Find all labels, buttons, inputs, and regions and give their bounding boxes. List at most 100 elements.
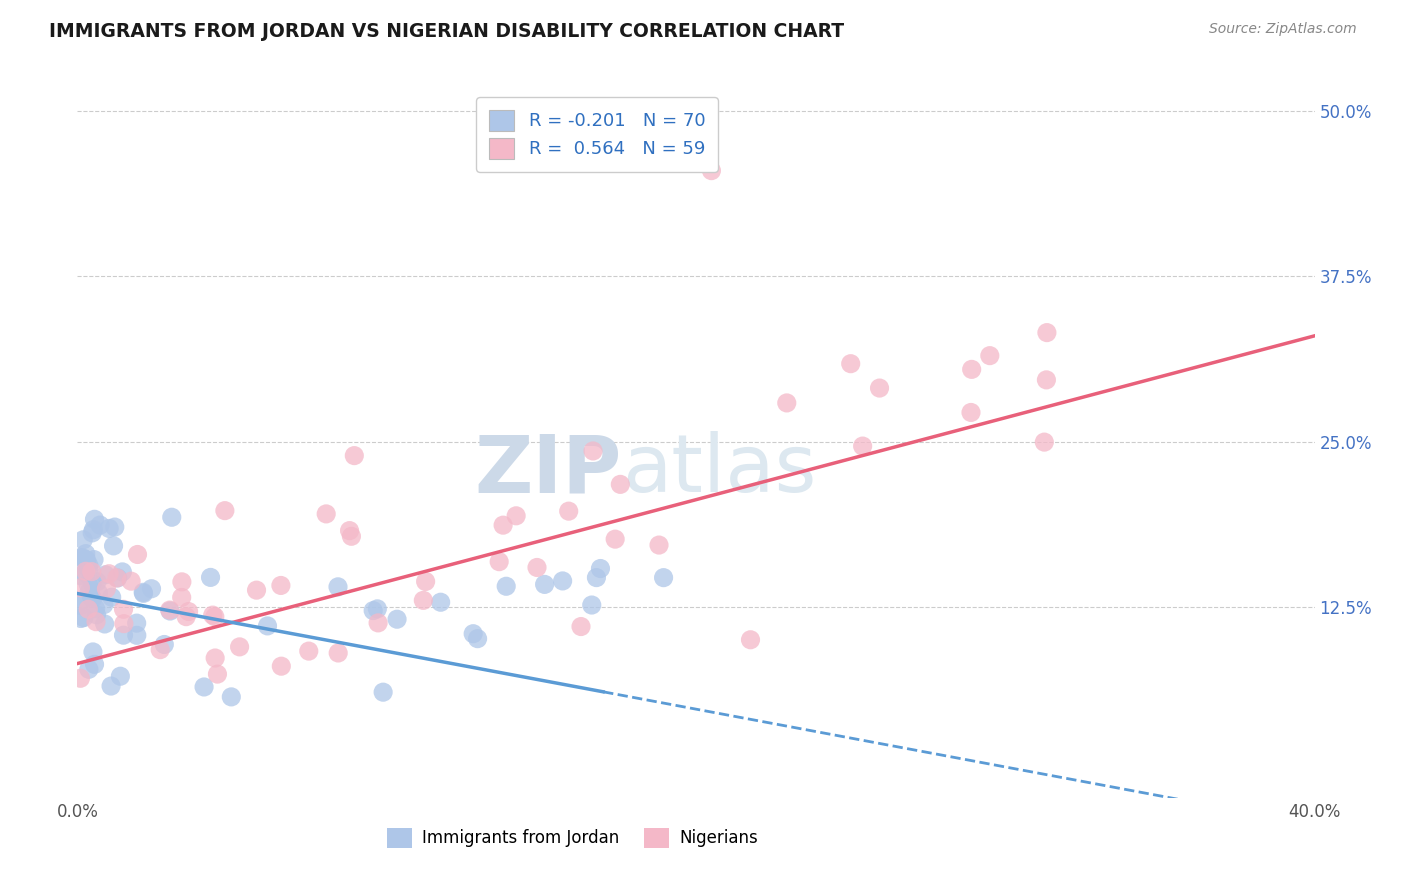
Point (153, 638, 176, 652)
Point (105, 571, 128, 585)
Point (83, 552, 105, 566)
Point (77, 602, 100, 616)
Point (141, 582, 163, 596)
Point (132, 585, 155, 599)
Point (77, 577, 100, 591)
Point (132, 586, 155, 600)
Point (221, 690, 243, 704)
Point (89, 518, 111, 533)
Point (75, 547, 97, 561)
Point (127, 548, 149, 562)
Point (84, 615, 107, 629)
Point (193, 680, 215, 694)
Point (159, 603, 181, 617)
Point (72, 533, 94, 547)
Point (652, 571, 675, 585)
Point (869, 381, 891, 395)
Point (700, 163, 723, 178)
Point (585, 571, 607, 585)
Point (582, 444, 605, 458)
Text: Source: ZipAtlas.com: Source: ZipAtlas.com (1209, 22, 1357, 37)
Point (82, 591, 104, 606)
Point (160, 510, 183, 524)
Point (125, 628, 148, 642)
Point (270, 578, 292, 592)
Point (84, 601, 107, 615)
Point (86, 574, 108, 589)
Point (412, 593, 434, 607)
Point (373, 685, 395, 699)
Point (170, 591, 193, 605)
Text: IMMIGRANTS FROM JORDAN VS NIGERIAN DISABILITY CORRELATION CHART: IMMIGRANTS FROM JORDAN VS NIGERIAN DISAB… (49, 22, 845, 41)
Point (609, 477, 631, 491)
Point (174, 609, 197, 624)
Point (69, 550, 91, 565)
Point (82, 523, 104, 537)
Text: ZIP: ZIP (474, 431, 621, 509)
Point (204, 651, 226, 665)
Point (77, 662, 100, 676)
Point (328, 646, 350, 660)
Point (776, 396, 799, 410)
Point (72, 551, 94, 566)
Point (112, 628, 135, 642)
Point (77, 584, 100, 599)
Point (839, 357, 862, 371)
Point (488, 555, 510, 569)
Point (207, 667, 229, 681)
Point (533, 577, 555, 591)
Point (228, 640, 250, 654)
Point (648, 538, 671, 552)
Point (87, 585, 110, 599)
Point (1036, 326, 1059, 340)
Point (98, 521, 121, 535)
Point (429, 595, 451, 609)
Point (581, 598, 603, 612)
Point (495, 579, 517, 593)
Point (112, 602, 135, 616)
Point (75, 552, 97, 566)
Point (1035, 373, 1057, 387)
Point (80, 590, 103, 604)
Point (852, 439, 875, 453)
Point (214, 503, 236, 517)
Point (83, 512, 105, 526)
Point (98, 566, 121, 581)
Point (256, 619, 278, 633)
Point (103, 539, 125, 553)
Point (76, 553, 98, 567)
Point (204, 609, 226, 624)
Point (75, 564, 97, 578)
Point (69, 599, 91, 613)
Point (960, 405, 983, 419)
Point (69, 594, 91, 608)
Point (93, 598, 115, 612)
Point (77, 561, 100, 575)
Point (467, 632, 489, 646)
Point (69, 568, 91, 582)
Point (245, 583, 267, 598)
Point (385, 612, 408, 626)
Point (69, 581, 91, 595)
Point (415, 574, 437, 589)
Point (112, 616, 135, 631)
Point (1033, 435, 1056, 450)
Point (82, 525, 104, 540)
Point (979, 349, 1001, 363)
Point (77, 558, 100, 573)
Point (505, 508, 527, 523)
Point (104, 520, 127, 534)
Point (120, 574, 142, 589)
Point (605, 532, 627, 546)
Point (526, 560, 548, 574)
Point (298, 644, 321, 658)
Point (589, 561, 612, 575)
Point (80, 565, 103, 579)
Text: atlas: atlas (621, 431, 815, 509)
Point (82, 576, 104, 591)
Point (100, 679, 122, 693)
Legend: Immigrants from Jordan, Nigerians: Immigrants from Jordan, Nigerians (380, 822, 765, 855)
Point (110, 669, 132, 683)
Point (94, 567, 117, 582)
Point (340, 529, 363, 543)
